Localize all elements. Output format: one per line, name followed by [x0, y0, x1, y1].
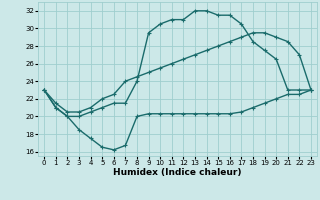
- X-axis label: Humidex (Indice chaleur): Humidex (Indice chaleur): [113, 168, 242, 177]
